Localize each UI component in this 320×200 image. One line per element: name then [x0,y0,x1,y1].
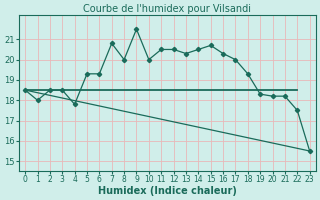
Title: Courbe de l'humidex pour Vilsandi: Courbe de l'humidex pour Vilsandi [84,4,252,14]
X-axis label: Humidex (Indice chaleur): Humidex (Indice chaleur) [98,186,237,196]
